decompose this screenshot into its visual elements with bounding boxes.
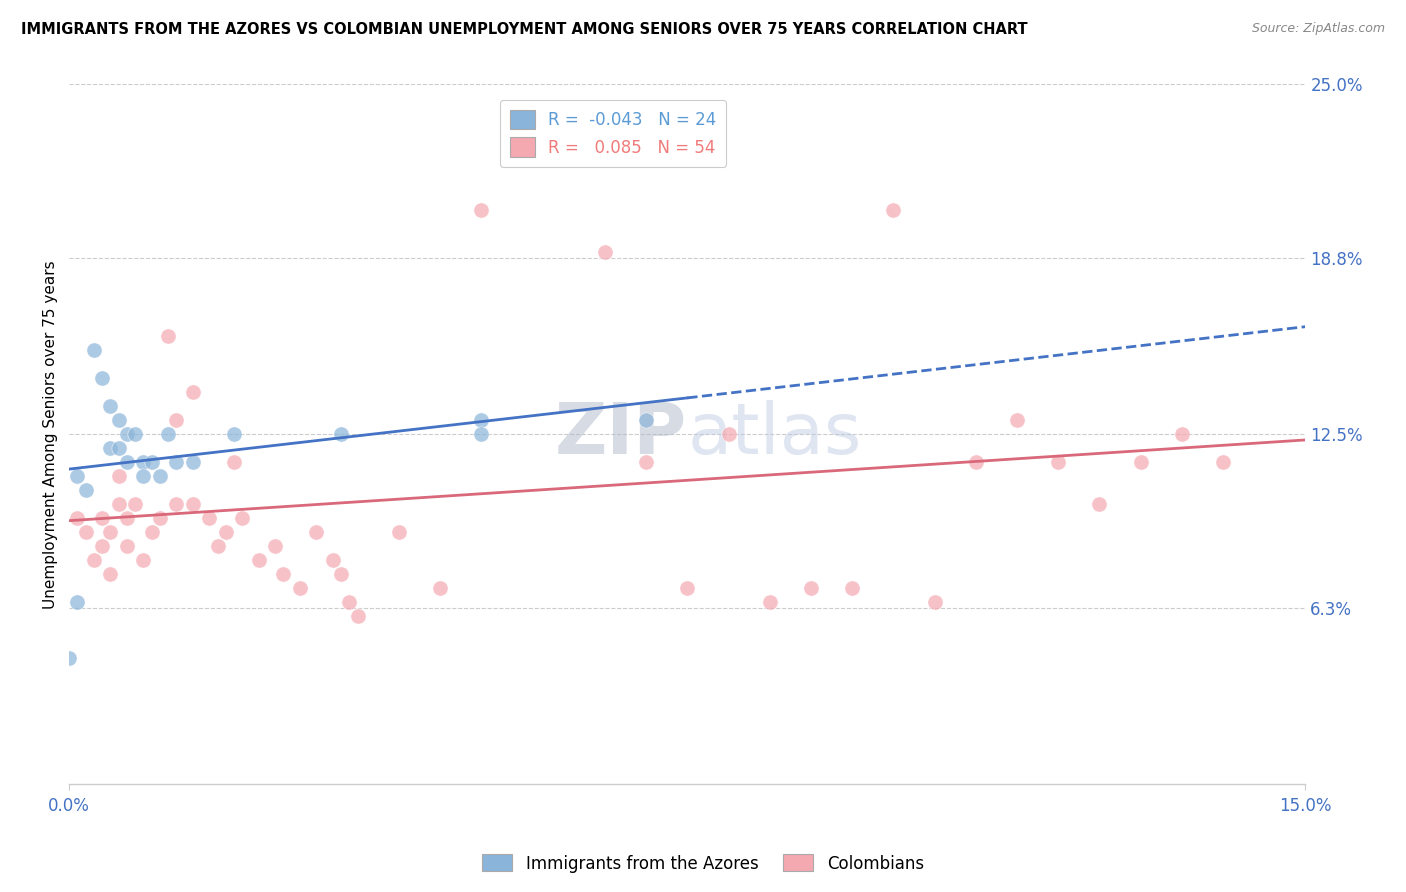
Point	[66, 469, 89, 483]
Text: IMMIGRANTS FROM THE AZORES VS COLOMBIAN UNEMPLOYMENT AMONG SENIORS OVER 75 YEARS: IMMIGRANTS FROM THE AZORES VS COLOMBIAN …	[21, 22, 1028, 37]
Point	[965, 455, 987, 469]
Text: Source: ZipAtlas.com: Source: ZipAtlas.com	[1251, 22, 1385, 36]
Point	[247, 553, 270, 567]
Text: ZIP: ZIP	[555, 400, 688, 469]
Point	[141, 525, 163, 540]
Point	[339, 595, 361, 609]
Point	[100, 442, 122, 456]
Point	[1171, 427, 1194, 442]
Point	[1212, 455, 1234, 469]
Point	[636, 455, 658, 469]
Point	[636, 413, 658, 427]
Point	[222, 427, 245, 442]
Point	[288, 581, 311, 595]
Point	[553, 147, 575, 161]
Point	[107, 413, 129, 427]
Point	[107, 469, 129, 483]
Point	[841, 581, 863, 595]
Legend: R =  -0.043   N = 24, R =   0.085   N = 54: R = -0.043 N = 24, R = 0.085 N = 54	[501, 100, 727, 167]
Text: atlas: atlas	[688, 400, 862, 469]
Point	[429, 581, 451, 595]
Point	[115, 539, 138, 553]
Point	[470, 203, 492, 218]
Point	[388, 525, 411, 540]
Point	[322, 553, 344, 567]
Point	[83, 343, 105, 358]
Point	[181, 455, 204, 469]
Point	[165, 497, 187, 511]
Point	[330, 427, 353, 442]
Legend: Immigrants from the Azores, Colombians: Immigrants from the Azores, Colombians	[475, 847, 931, 880]
Point	[83, 553, 105, 567]
Point	[330, 567, 353, 582]
Point	[222, 455, 245, 469]
Point	[264, 539, 287, 553]
Point	[305, 525, 328, 540]
Point	[676, 581, 699, 595]
Point	[181, 385, 204, 400]
Point	[273, 567, 295, 582]
Point	[593, 245, 616, 260]
Point	[882, 203, 904, 218]
Point	[100, 567, 122, 582]
Point	[58, 651, 80, 665]
Point	[124, 497, 146, 511]
Point	[141, 455, 163, 469]
Point	[149, 511, 172, 525]
Y-axis label: Unemployment Among Seniors over 75 years: Unemployment Among Seniors over 75 years	[44, 260, 58, 608]
Point	[181, 497, 204, 511]
Point	[132, 553, 155, 567]
Point	[115, 427, 138, 442]
Point	[100, 525, 122, 540]
Point	[91, 511, 114, 525]
Point	[157, 427, 180, 442]
Point	[1129, 455, 1152, 469]
Point	[107, 497, 129, 511]
Point	[924, 595, 946, 609]
Point	[132, 469, 155, 483]
Point	[66, 595, 89, 609]
Point	[1005, 413, 1028, 427]
Point	[470, 427, 492, 442]
Point	[66, 511, 89, 525]
Point	[115, 511, 138, 525]
Point	[157, 329, 180, 343]
Point	[149, 469, 172, 483]
Point	[215, 525, 238, 540]
Point	[470, 413, 492, 427]
Point	[91, 371, 114, 385]
Point	[165, 455, 187, 469]
Point	[758, 595, 780, 609]
Point	[100, 399, 122, 413]
Point	[717, 427, 740, 442]
Point	[207, 539, 229, 553]
Point	[132, 455, 155, 469]
Point	[800, 581, 823, 595]
Point	[124, 427, 146, 442]
Point	[91, 539, 114, 553]
Point	[198, 511, 221, 525]
Point	[75, 483, 97, 498]
Point	[1047, 455, 1070, 469]
Point	[107, 442, 129, 456]
Point	[346, 609, 368, 624]
Point	[115, 455, 138, 469]
Point	[231, 511, 253, 525]
Point	[165, 413, 187, 427]
Point	[1088, 497, 1111, 511]
Point	[75, 525, 97, 540]
